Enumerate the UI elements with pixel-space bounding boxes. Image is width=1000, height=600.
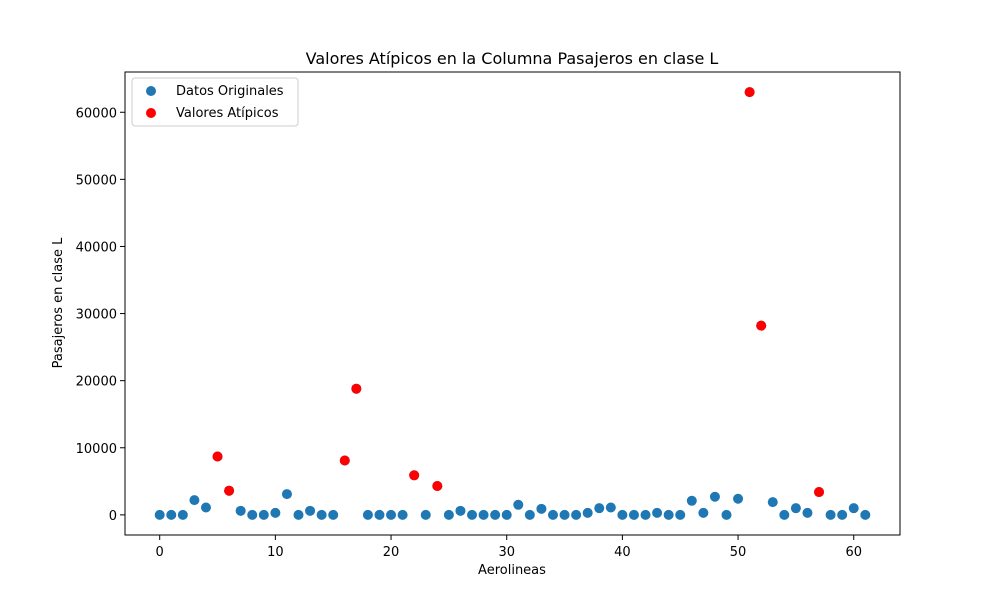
data-point — [247, 509, 258, 520]
outlier-point — [339, 455, 350, 466]
data-point — [571, 509, 582, 520]
data-point — [617, 509, 628, 520]
data-point — [177, 509, 188, 520]
data-point — [374, 509, 385, 520]
data-point — [316, 509, 327, 520]
outlier-point — [744, 87, 755, 98]
data-point — [802, 507, 813, 518]
data-point — [524, 509, 535, 520]
data-point — [652, 507, 663, 518]
x-axis-ticks: 0 10 20 30 40 50 60 — [156, 535, 862, 560]
data-point — [837, 509, 848, 520]
outlier-point — [224, 485, 235, 496]
data-point — [779, 509, 790, 520]
y-tick-label: 60000 — [76, 106, 117, 121]
series-valores-atipicos — [212, 87, 825, 498]
y-axis-label: Pasajeros en clase L — [51, 237, 66, 368]
data-point — [848, 503, 859, 514]
x-tick-label: 40 — [614, 545, 631, 560]
data-point — [281, 489, 292, 500]
data-point — [733, 493, 744, 504]
data-point — [513, 499, 524, 510]
x-tick-label: 30 — [498, 545, 515, 560]
data-point — [478, 509, 489, 520]
y-axis-ticks: 0 10000 20000 30000 40000 50000 60000 — [76, 106, 125, 524]
x-tick-label: 50 — [730, 545, 747, 560]
y-tick-label: 20000 — [76, 375, 117, 390]
legend: Datos Originales Valores Atípicos — [131, 77, 299, 127]
data-point — [663, 509, 674, 520]
outlier-point — [814, 487, 825, 498]
data-point — [767, 497, 778, 508]
data-point — [709, 491, 720, 502]
data-points — [154, 87, 871, 520]
data-point — [258, 509, 269, 520]
outlier-point — [212, 451, 223, 462]
data-point — [628, 509, 639, 520]
data-point — [420, 509, 431, 520]
data-point — [501, 509, 512, 520]
data-point — [559, 509, 570, 520]
data-point — [154, 509, 165, 520]
data-point — [328, 509, 339, 520]
chart-title: Valores Atípicos en la Columna Pasajeros… — [306, 49, 719, 68]
data-point — [397, 509, 408, 520]
y-tick-label: 40000 — [76, 240, 117, 255]
outlier-point — [432, 481, 443, 492]
data-point — [675, 509, 686, 520]
data-point — [490, 509, 501, 520]
data-point — [582, 507, 593, 518]
data-point — [443, 509, 454, 520]
data-point — [825, 509, 836, 520]
data-point — [305, 505, 316, 516]
plot-area-frame — [124, 71, 901, 536]
data-point — [594, 503, 605, 514]
data-point — [640, 509, 651, 520]
data-point — [270, 507, 281, 518]
x-tick-label: 10 — [267, 545, 284, 560]
data-point — [790, 503, 801, 514]
legend-marker-datos-originales — [146, 86, 156, 96]
data-point — [547, 509, 558, 520]
x-tick-label: 60 — [845, 545, 862, 560]
x-axis-label: Aerolineas — [478, 563, 546, 578]
data-point — [605, 502, 616, 513]
legend-box — [131, 77, 299, 127]
data-point — [293, 509, 304, 520]
legend-label-valores-atipicos: Valores Atípicos — [176, 106, 279, 121]
data-point — [386, 509, 397, 520]
data-point — [235, 505, 246, 516]
data-point — [698, 507, 709, 518]
data-point — [536, 503, 547, 514]
x-tick-label: 20 — [383, 545, 400, 560]
data-point — [686, 495, 697, 506]
outlier-point — [756, 320, 767, 331]
x-tick-label: 0 — [156, 545, 164, 560]
data-point — [362, 509, 373, 520]
outlier-point — [409, 470, 420, 481]
data-point — [200, 502, 211, 513]
outlier-point — [351, 383, 362, 394]
data-point — [467, 509, 478, 520]
y-tick-label: 0 — [109, 509, 117, 524]
y-tick-label: 10000 — [76, 442, 117, 457]
y-tick-label: 50000 — [76, 173, 117, 188]
data-point — [860, 509, 871, 520]
legend-marker-valores-atipicos — [146, 108, 156, 118]
data-point — [455, 505, 466, 516]
y-tick-label: 30000 — [76, 308, 117, 323]
series-datos-originales — [154, 87, 871, 520]
legend-label-datos-originales: Datos Originales — [176, 84, 284, 99]
data-point — [189, 495, 200, 506]
data-point — [166, 509, 177, 520]
data-point — [721, 509, 732, 520]
